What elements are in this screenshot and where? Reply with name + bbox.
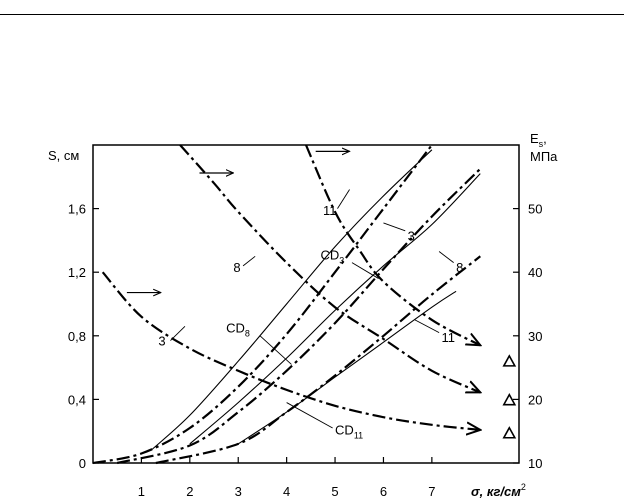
curve-label-leader	[259, 335, 292, 365]
modulus-curve-8	[179, 144, 480, 394]
settlement-curve-8	[116, 168, 482, 465]
triangle-marker-11	[502, 354, 517, 367]
y-left-tick-label: 0	[79, 456, 86, 471]
x-tick-label: 1	[138, 484, 145, 498]
x-tick-label: 2	[186, 484, 193, 498]
y-left-tick-label: 1,2	[68, 265, 86, 280]
curve-label: 8	[456, 260, 463, 275]
x-axis-label-main: σ, кг/см	[471, 484, 521, 498]
curve-label: CD8	[226, 321, 250, 339]
y-right-tick-label: 20	[528, 392, 542, 407]
settlement-curve-cd11	[237, 290, 457, 445]
modulus-curve-11	[304, 144, 480, 345]
settlement-curve-cd3	[150, 149, 433, 451]
x-axis-label: σ, кг/см2	[471, 482, 526, 498]
curve-label-leader	[351, 262, 379, 279]
curve-label: 3	[408, 228, 415, 243]
x-tick-label: 3	[235, 484, 242, 498]
x-tick-label: 6	[380, 484, 387, 498]
y-left-tick-label: 0,4	[68, 392, 86, 407]
y-right-tick-label: 10	[528, 456, 542, 471]
triangle-marker-8	[502, 393, 517, 406]
y-right-tick-label: 30	[528, 329, 542, 344]
curve-label-leader	[337, 189, 350, 209]
y-right-tick-label: 50	[528, 202, 542, 217]
y-right-axis-unit: МПа	[530, 149, 558, 164]
top-rule	[0, 14, 624, 15]
y-left-axis-label: S, см	[48, 148, 79, 163]
y-right-label-comma: ,	[543, 131, 547, 146]
x-tick-label: 7	[428, 484, 435, 498]
settlement-curve-11	[155, 255, 481, 465]
curve-label-leader	[242, 255, 256, 267]
x-tick-label: 5	[331, 484, 338, 498]
curve-label: 11	[323, 203, 337, 218]
y-right-axis-label: Es,	[530, 131, 547, 149]
curve-label-leader	[286, 402, 333, 429]
x-tick-label: 4	[283, 484, 290, 498]
modulus-curve-3	[101, 271, 481, 430]
y-right-tick-label: 40	[528, 265, 542, 280]
y-left-tick-label: 1,6	[68, 202, 86, 217]
settlement-curve-cd8	[189, 173, 481, 445]
curve-label: 8	[233, 260, 240, 275]
x-axis-label-sup: 2	[521, 482, 526, 492]
curve-label-leader	[383, 222, 406, 232]
curve-label: CD11	[335, 422, 363, 440]
curve-label: 11	[442, 330, 456, 345]
y-left-tick-label: 0,8	[68, 329, 86, 344]
curve-label-leader	[170, 325, 186, 341]
curve-label-leader	[414, 319, 440, 334]
settlement-curve-3	[92, 144, 433, 465]
curve-label: CD3	[321, 247, 345, 265]
y-right-label-main: E	[530, 131, 539, 146]
y-right-label-sub: s	[539, 139, 544, 149]
curve-label-leader	[438, 251, 454, 264]
curve-label: 3	[158, 333, 165, 348]
triangle-marker-3	[502, 426, 517, 439]
